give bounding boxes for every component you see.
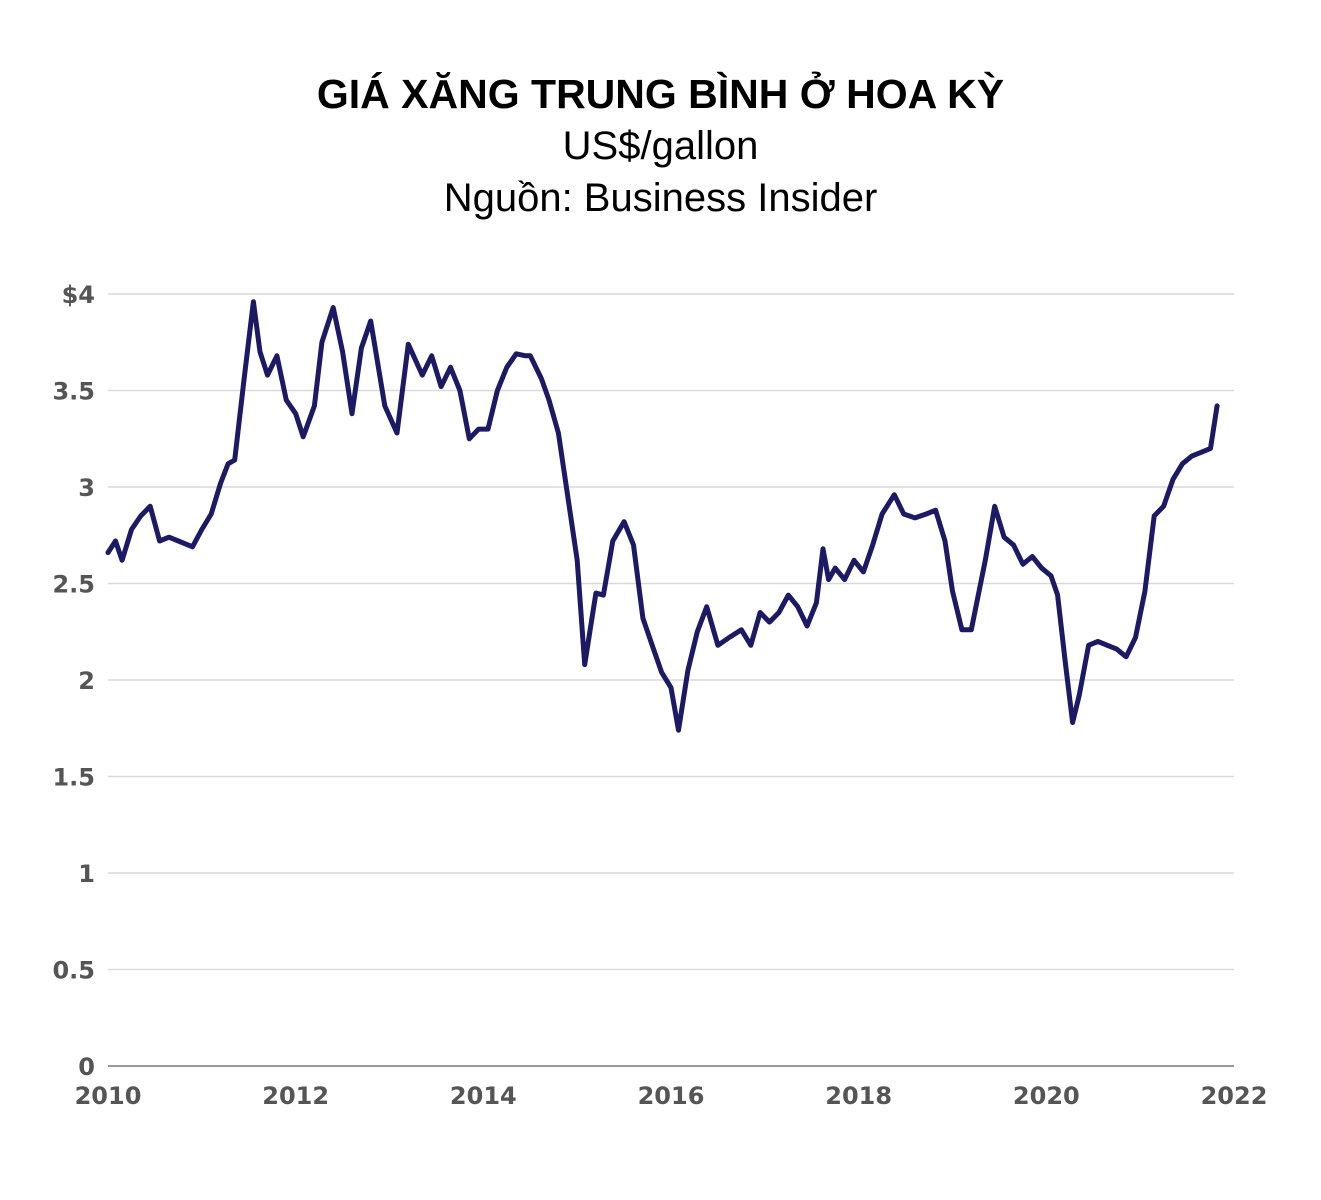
- y-tick-label: $4: [62, 281, 95, 309]
- y-tick-label: 3.5: [52, 378, 95, 406]
- y-tick-label: 2.5: [52, 571, 95, 599]
- y-axis-ticks: 0 0.5 1 1.5 2 2.5 3 3.5 $4: [52, 281, 95, 1081]
- x-axis-ticks: 2010 2012 2014 2016 2018 2020 2022: [75, 1082, 1268, 1110]
- x-tick-label: 2016: [638, 1082, 705, 1110]
- x-tick-label: 2012: [262, 1082, 329, 1110]
- y-tick-label: 1: [78, 860, 95, 888]
- y-tick-label: 0: [78, 1053, 95, 1081]
- gas-price-line: [105, 299, 1220, 733]
- x-tick-label: 2020: [1013, 1082, 1080, 1110]
- y-tick-label: 1.5: [52, 764, 95, 792]
- plot-area: [105, 299, 1220, 733]
- x-tick-label: 2010: [75, 1082, 142, 1110]
- x-tick-label: 2022: [1201, 1082, 1268, 1110]
- chart-title: GIÁ XĂNG TRUNG BÌNH Ở HOA KỲ: [316, 71, 1005, 117]
- y-tick-label: 0.5: [52, 957, 95, 985]
- y-tick-label: 3: [78, 474, 95, 502]
- x-tick-label: 2018: [825, 1082, 892, 1110]
- chart-source: Nguồn: Business Insider: [443, 176, 878, 220]
- y-tick-label: 2: [78, 667, 95, 695]
- chart-subtitle: US$/gallon: [562, 124, 759, 168]
- x-tick-label: 2014: [450, 1082, 517, 1110]
- grid-lines: [108, 293, 1234, 1067]
